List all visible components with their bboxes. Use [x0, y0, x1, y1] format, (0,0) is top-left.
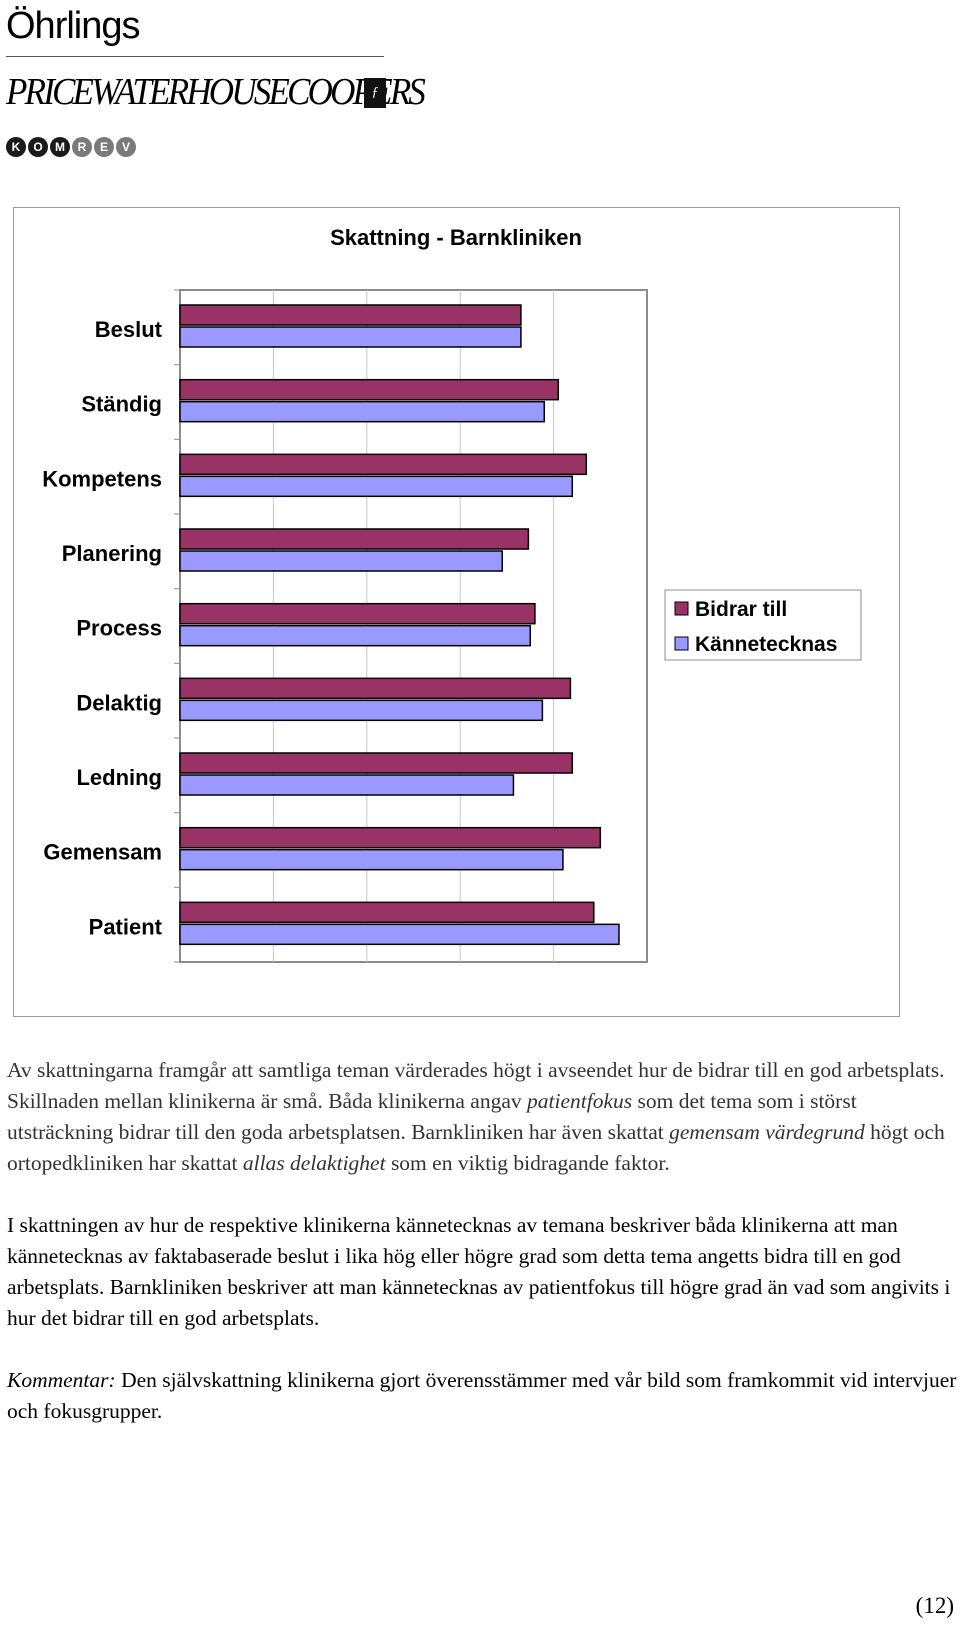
- komrev-letter-k: K: [6, 137, 26, 157]
- bar-process-bidrar: [179, 602, 536, 625]
- legend-label: Kännetecknas: [695, 633, 837, 656]
- bar-patient-bidrar: [179, 901, 595, 924]
- chart-title: Skattning - Barnkliniken: [330, 225, 582, 250]
- bar-delaktig-bidrar: [179, 677, 572, 700]
- komrev-letter-r: R: [72, 137, 92, 157]
- bar-delaktig-kannetecknas: [179, 699, 544, 722]
- page-number: (12): [915, 1593, 954, 1618]
- paragraph-summary: Av skattningarna framgår att samtliga te…: [7, 1055, 960, 1179]
- komrev-letter-m: M: [50, 137, 70, 157]
- firm-name: Öhrlings: [6, 5, 141, 47]
- bar-gemensam-bidrar: [179, 826, 602, 849]
- bar-patient-kannetecknas: [179, 923, 620, 946]
- category-label: Ständig: [81, 392, 162, 417]
- comment-label: Kommentar:: [7, 1368, 116, 1392]
- text-run: som det tema som i störst utsträckning b…: [7, 1089, 857, 1144]
- bar-beslut-bidrar: [179, 304, 522, 326]
- category-label: Planering: [62, 541, 162, 566]
- emphasis-term: gemensam värdegrund: [669, 1120, 865, 1144]
- header-divider: [6, 56, 384, 57]
- paragraph-characteristics: I skattningen av hur de respektive klini…: [7, 1213, 951, 1330]
- komrev-letter-v: V: [116, 137, 136, 157]
- pwc-logo: PRICEWATERHOUSECOOPERS: [6, 71, 426, 113]
- bar-kompetens-kannetecknas: [179, 475, 574, 498]
- category-label: Kompetens: [42, 466, 162, 491]
- paragraph-comment: Kommentar: Den självskattning klinikerna…: [7, 1365, 960, 1427]
- bar-gemensam-kannetecknas: [179, 848, 564, 871]
- text-run: Av skattningarna framgår att samtliga te…: [7, 1058, 945, 1113]
- legend-swatch: [674, 601, 689, 616]
- category-label: Beslut: [95, 317, 163, 342]
- bar-planering-kannetecknas: [179, 550, 503, 572]
- bar-ledning-kannetecknas: [179, 774, 515, 796]
- emphasis-term: patientfokus: [527, 1089, 633, 1113]
- bar-beslut-kannetecknas: [179, 326, 522, 348]
- bar-planering-bidrar: [179, 528, 530, 550]
- comment-text: Den självskattning klinikerna gjort över…: [7, 1368, 957, 1423]
- bar-ledning-bidrar: [179, 752, 574, 774]
- chart-frame: Skattning - Barnkliniken Beslut Ständig Kom…: [13, 207, 900, 1017]
- komrev-letter-e: E: [94, 137, 114, 157]
- bar-ständig-kannetecknas: [179, 400, 546, 423]
- bar-ständig-bidrar: [179, 378, 560, 401]
- legend-box: [664, 589, 862, 661]
- body-text: Av skattningarna framgår att samtliga te…: [7, 1055, 960, 1458]
- legend-swatch: [674, 636, 689, 651]
- emphasis-term: allas delaktighet: [242, 1151, 386, 1175]
- bar-chart: Skattning - Barnkliniken Beslut Ständig Kom…: [42, 225, 862, 963]
- category-label: Ledning: [76, 765, 162, 790]
- bar-kompetens-bidrar: [179, 453, 588, 476]
- category-label: Gemensam: [43, 840, 162, 865]
- legend-label: Bidrar till: [695, 598, 787, 621]
- text-run: högt och ortopedkliniken har skattat: [7, 1120, 945, 1175]
- pwc-seal-icon: ƒ: [364, 78, 386, 108]
- category-label: Patient: [89, 914, 163, 939]
- category-label: Process: [76, 616, 162, 641]
- komrev-letter-o: O: [28, 137, 48, 157]
- text-run: som en viktig bidragande faktor.: [385, 1151, 670, 1175]
- bar-process-kannetecknas: [179, 624, 531, 647]
- category-label: Delaktig: [76, 690, 162, 715]
